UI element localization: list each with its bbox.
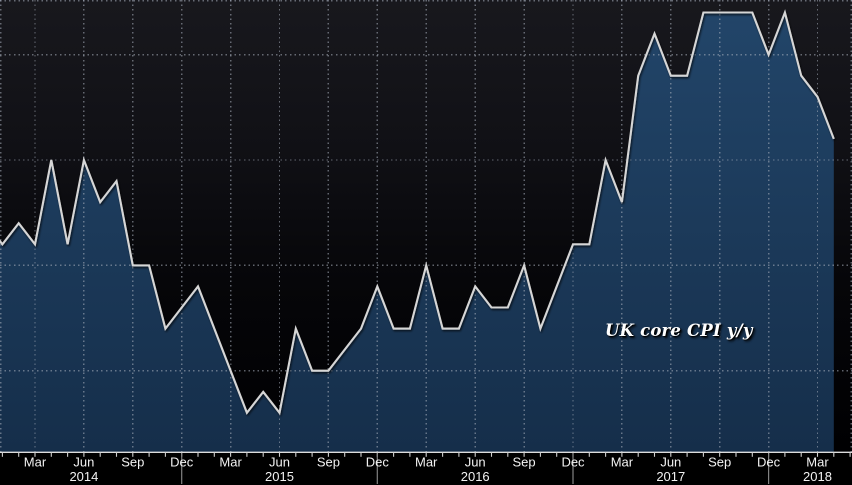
x-axis-quarter-label: Mar <box>611 455 634 470</box>
x-axis-year-label: 2014 <box>69 469 98 484</box>
x-axis-quarter-label: Mar <box>219 455 242 470</box>
x-axis-quarter-label: Jun <box>660 455 681 470</box>
x-axis-year-label: 2016 <box>461 469 490 484</box>
x-axis-quarter-label: Jun <box>73 455 94 470</box>
x-axis-year-label: 2015 <box>265 469 294 484</box>
x-axis-quarter-label: Sep <box>708 455 731 470</box>
x-axis-year-label: 2017 <box>656 469 685 484</box>
axis-strip-background <box>0 452 852 485</box>
x-axis-quarter-label: Mar <box>806 455 829 470</box>
x-axis-quarter-label: Sep <box>513 455 536 470</box>
x-axis: Dec Mar Jun Sep Dec Mar Jun Sep Dec Mar Jun Sep Dec M… <box>0 451 852 484</box>
x-axis-quarter-label: Dec <box>366 455 390 470</box>
x-axis-quarter-label: Jun <box>269 455 290 470</box>
x-axis-quarter-label: Mar <box>24 455 47 470</box>
x-axis-quarter-label: Dec <box>170 455 194 470</box>
x-axis-quarter-label: Jun <box>465 455 486 470</box>
grid-lines <box>0 0 852 453</box>
x-axis-year-label: 2018 <box>803 469 832 484</box>
x-axis-quarter-label: Dec <box>561 455 585 470</box>
x-axis-quarter-label: Mar <box>415 455 438 470</box>
x-axis-quarter-label: Sep <box>317 455 340 470</box>
chart-annotation: UK core CPI y/y <box>605 321 753 340</box>
x-axis-quarter-label: Dec <box>757 455 781 470</box>
price-line <box>0 9 835 416</box>
x-axis-quarter-label: Sep <box>121 455 144 470</box>
area-fill <box>0 12 834 453</box>
